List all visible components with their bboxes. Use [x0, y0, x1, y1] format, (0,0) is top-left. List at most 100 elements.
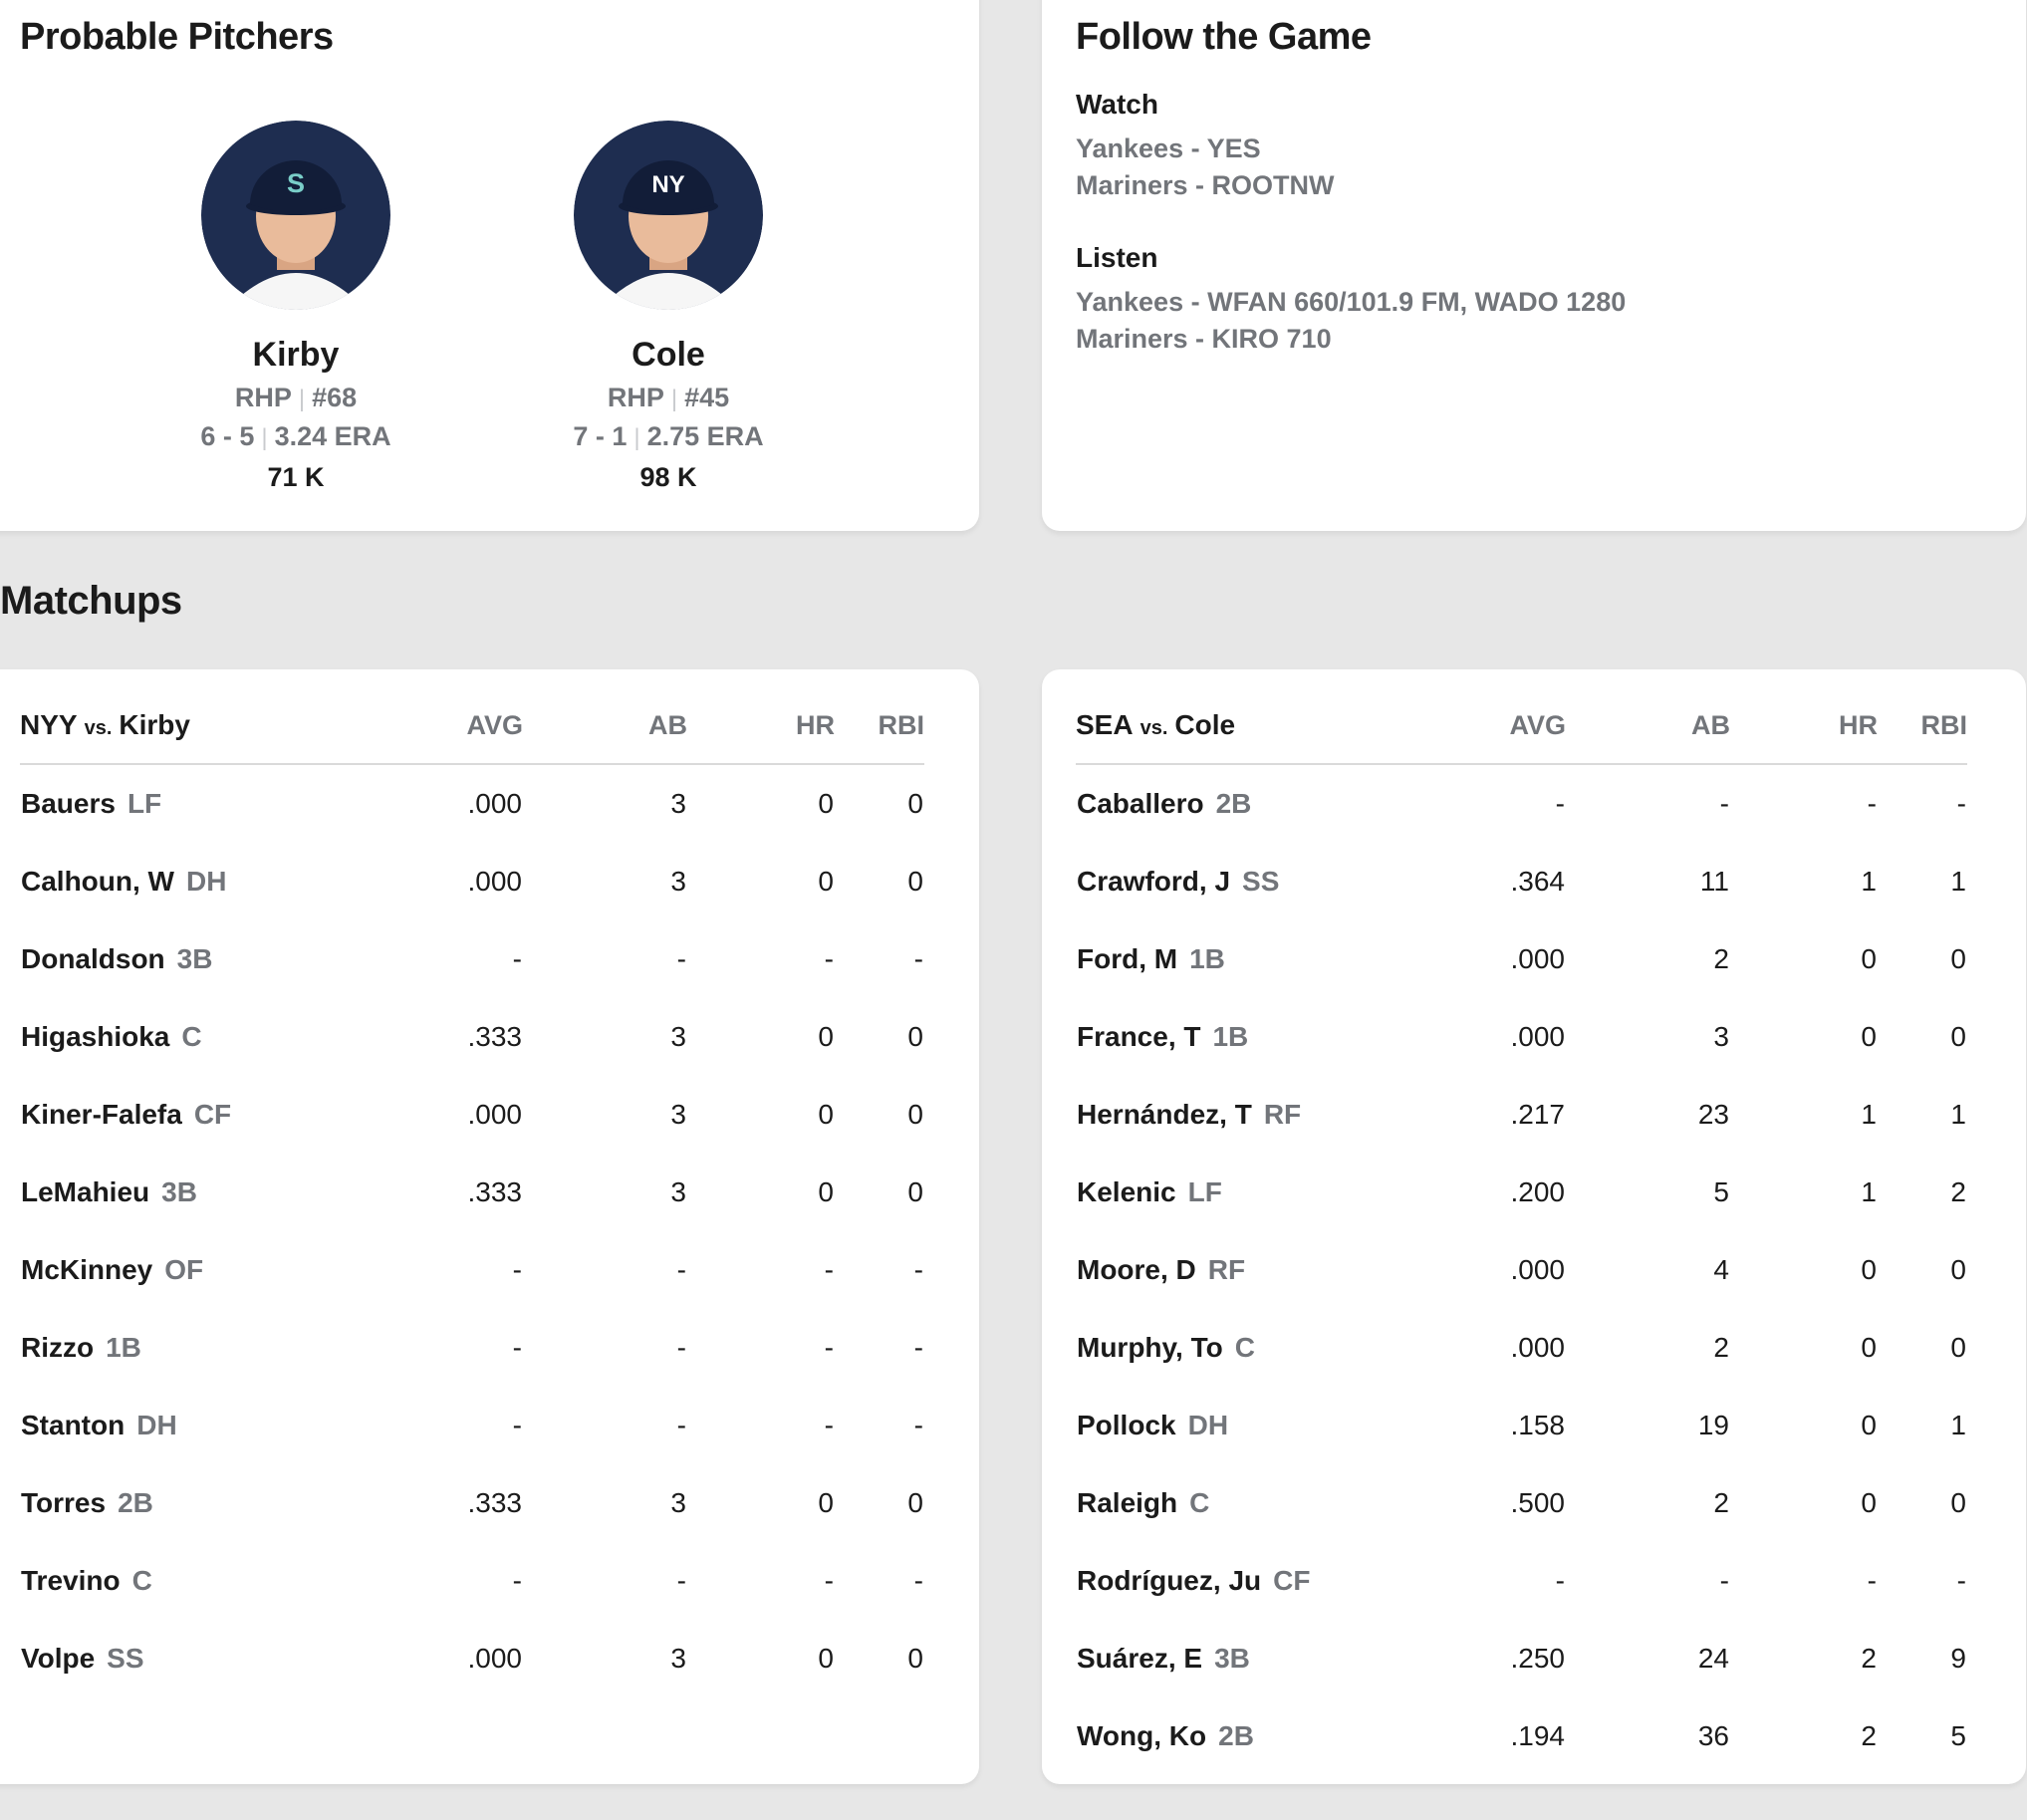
ab-value: 36: [1697, 1720, 1729, 1751]
ab-value: 23: [1697, 1099, 1729, 1130]
ab-value: 11: [1699, 866, 1729, 897]
avg-value: -: [512, 1332, 522, 1363]
column-header-ab: AB: [523, 709, 687, 765]
ab-value: 3: [670, 788, 686, 819]
player-position: DH: [136, 1410, 177, 1440]
player-position: LF: [127, 788, 162, 819]
avg-value: .000: [1510, 943, 1566, 974]
table-row: Wong, Ko 2B .194 36 2 5: [1076, 1697, 1967, 1775]
player-position: DH: [185, 866, 227, 897]
player-cell: Moore, D RF: [1076, 1231, 1333, 1309]
pitcher-ref: Kirby: [119, 709, 190, 740]
table-row: Murphy, To C .000 2 0 0: [1076, 1309, 1967, 1387]
hr-value: 0: [818, 1099, 834, 1130]
player-name: Pollock: [1077, 1410, 1176, 1440]
ab-value: 3: [670, 1643, 686, 1674]
follow-the-game-title: Follow the Game: [1076, 16, 1372, 58]
matchups-title: Matchups: [0, 579, 182, 623]
player-cell: Bauers LF: [20, 764, 290, 843]
player-position: 3B: [176, 943, 213, 974]
player-name: Caballero: [1077, 788, 1204, 819]
rbi-value: 0: [1950, 1021, 1966, 1052]
pitcher-headshot-kirby[interactable]: S: [201, 121, 390, 310]
avg-value: .000: [467, 866, 523, 897]
rbi-value: -: [913, 1565, 923, 1596]
player-cell: Wong, Ko 2B: [1076, 1697, 1333, 1775]
avg-value: .250: [1510, 1643, 1566, 1674]
hr-value: 2: [1861, 1720, 1877, 1751]
ab-value: 3: [1713, 1021, 1729, 1052]
probable-pitchers-card: Probable Pitchers S Kirby RHP | #68 6 - 5: [0, 0, 979, 531]
player-cell: Ford, M 1B: [1076, 920, 1333, 998]
matchup-table-nyy: NYY vs. Kirby AVG AB HR RBI Bauers LF .000 …: [20, 709, 924, 1697]
probable-pitchers-title: Probable Pitchers: [20, 16, 334, 58]
player-cell: Suárez, E 3B: [1076, 1620, 1333, 1697]
team-abbr: NYY: [20, 709, 78, 740]
column-header-avg: AVG: [1333, 709, 1566, 765]
table-row: Pollock DH .158 19 0 1: [1076, 1387, 1967, 1464]
rbi-value: 0: [907, 866, 923, 897]
hr-value: 0: [1861, 1254, 1877, 1285]
table-row: Crawford, J SS .364 11 1 1: [1076, 843, 1967, 920]
matchups-nyy-card: NYY vs. Kirby AVG AB HR RBI Bauers LF .000 …: [0, 669, 979, 1784]
hr-value: 0: [1861, 1410, 1877, 1440]
pitcher-headshot-cole[interactable]: NY: [574, 121, 763, 310]
hr-value: -: [1867, 788, 1877, 819]
player-name: Stanton: [21, 1410, 126, 1440]
player-position: CF: [1273, 1565, 1311, 1596]
ab-value: 3: [670, 1099, 686, 1130]
listen-lines: Yankees - WFAN 660/101.9 FM, WADO 1280 Ma…: [1076, 284, 2026, 358]
hr-value: -: [824, 1410, 834, 1440]
rbi-value: -: [913, 1410, 923, 1440]
player-cell: Calhoun, W DH: [20, 843, 290, 920]
table-row: Stanton DH - - - -: [20, 1387, 924, 1464]
avg-value: .000: [467, 1643, 523, 1674]
hr-value: 0: [818, 1021, 834, 1052]
player-position: C: [1234, 1332, 1255, 1363]
player-cell: LeMahieu 3B: [20, 1154, 290, 1231]
rbi-value: 0: [1950, 943, 1966, 974]
player-name: McKinney: [21, 1254, 153, 1285]
column-header-ab: AB: [1566, 709, 1730, 765]
player-name: Donaldson: [21, 943, 165, 974]
player-cell: Pollock DH: [1076, 1387, 1333, 1464]
player-position: C: [1189, 1487, 1210, 1518]
avg-value: -: [512, 1254, 522, 1285]
watch-lines: Yankees - YES Mariners - ROOTNW: [1076, 130, 2026, 204]
watch-label: Watch: [1076, 89, 1158, 120]
table-row: Kelenic LF .200 5 1 2: [1076, 1154, 1967, 1231]
table-row: Moore, D RF .000 4 0 0: [1076, 1231, 1967, 1309]
player-cell: McKinney OF: [20, 1231, 290, 1309]
table-row: Donaldson 3B - - - -: [20, 920, 924, 998]
avg-value: -: [512, 1565, 522, 1596]
player-name: Wong, Ko: [1077, 1720, 1207, 1751]
rbi-value: -: [913, 1254, 923, 1285]
ab-value: 2: [1713, 1487, 1729, 1518]
column-header-rbi: RBI: [835, 709, 924, 765]
table-row: Caballero 2B - - - -: [1076, 764, 1967, 843]
avg-value: .333: [467, 1487, 523, 1518]
hr-value: 0: [1861, 1332, 1877, 1363]
separator: |: [261, 424, 268, 451]
player-name: Moore, D: [1077, 1254, 1196, 1285]
avg-value: .000: [1510, 1332, 1566, 1363]
column-header-hr: HR: [687, 709, 835, 765]
pitcher-name[interactable]: Kirby: [252, 336, 340, 374]
player-name: Crawford, J: [1077, 866, 1231, 897]
player-name: Ford, M: [1077, 943, 1178, 974]
table-row: Kiner-Falefa CF .000 3 0 0: [20, 1076, 924, 1154]
table-title: NYY vs. Kirby: [20, 709, 290, 765]
pitcher-name[interactable]: Cole: [632, 336, 705, 374]
hr-value: 1: [1861, 866, 1877, 897]
table-row: Bauers LF .000 3 0 0: [20, 764, 924, 843]
avg-value: .000: [467, 788, 523, 819]
hr-value: 1: [1861, 1176, 1877, 1207]
ab-value: 19: [1697, 1410, 1729, 1440]
pitchers-row: S Kirby RHP | #68 6 - 5 | 3.24 ERA 71 K: [131, 121, 833, 493]
ab-value: 3: [670, 866, 686, 897]
separator: |: [633, 424, 640, 451]
column-header-avg: AVG: [290, 709, 523, 765]
player-name: Calhoun, W: [21, 866, 174, 897]
rbi-value: -: [913, 943, 923, 974]
rbi-value: 9: [1950, 1643, 1966, 1674]
